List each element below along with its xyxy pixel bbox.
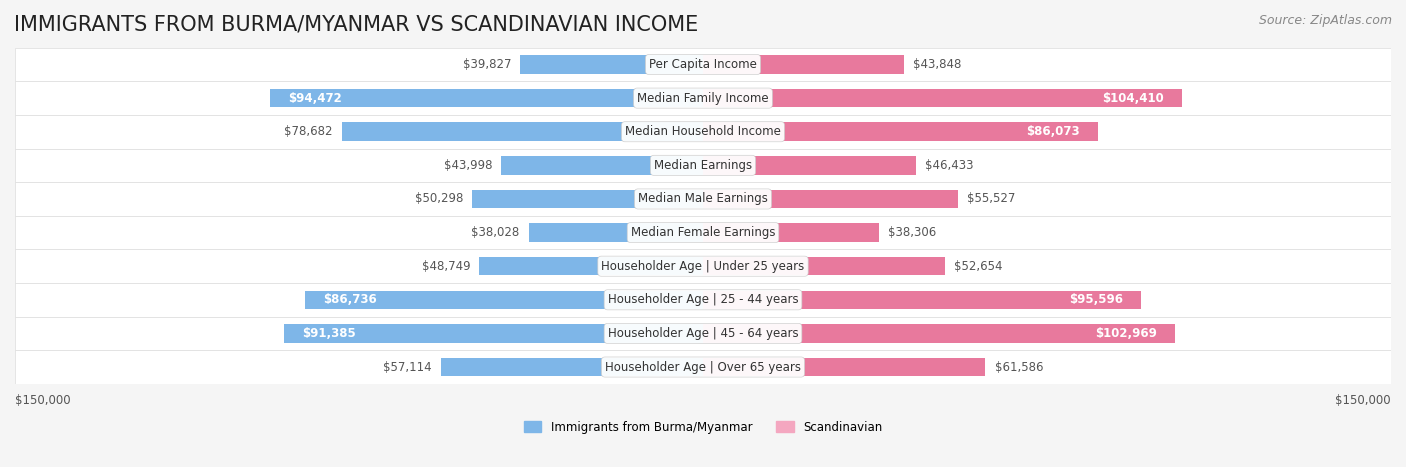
FancyBboxPatch shape — [15, 283, 1391, 317]
Text: $94,472: $94,472 — [288, 92, 342, 105]
Text: Median Male Earnings: Median Male Earnings — [638, 192, 768, 205]
Bar — [703, 223, 879, 242]
Bar — [441, 358, 703, 376]
Text: $95,596: $95,596 — [1069, 293, 1123, 306]
Bar — [529, 223, 703, 242]
Text: $52,654: $52,654 — [953, 260, 1002, 273]
Text: $150,000: $150,000 — [15, 394, 70, 407]
Legend: Immigrants from Burma/Myanmar, Scandinavian: Immigrants from Burma/Myanmar, Scandinav… — [519, 416, 887, 439]
Text: $86,736: $86,736 — [323, 293, 377, 306]
Bar — [703, 89, 1182, 107]
Bar — [284, 324, 703, 343]
Text: $86,073: $86,073 — [1026, 125, 1080, 138]
FancyBboxPatch shape — [15, 115, 1391, 149]
FancyBboxPatch shape — [15, 249, 1391, 283]
Text: Median Household Income: Median Household Income — [626, 125, 780, 138]
Text: $39,827: $39,827 — [463, 58, 512, 71]
Text: Householder Age | Over 65 years: Householder Age | Over 65 years — [605, 361, 801, 374]
Text: $57,114: $57,114 — [384, 361, 432, 374]
Bar — [342, 122, 703, 141]
Bar — [501, 156, 703, 175]
Text: $61,586: $61,586 — [994, 361, 1043, 374]
Text: $43,998: $43,998 — [443, 159, 492, 172]
Bar — [703, 122, 1098, 141]
FancyBboxPatch shape — [15, 216, 1391, 249]
Text: Householder Age | 45 - 64 years: Householder Age | 45 - 64 years — [607, 327, 799, 340]
Text: Median Family Income: Median Family Income — [637, 92, 769, 105]
Text: $38,306: $38,306 — [887, 226, 936, 239]
Text: $46,433: $46,433 — [925, 159, 973, 172]
Text: Median Female Earnings: Median Female Earnings — [631, 226, 775, 239]
Bar — [703, 190, 957, 208]
Bar — [479, 257, 703, 276]
FancyBboxPatch shape — [15, 149, 1391, 182]
Text: $91,385: $91,385 — [302, 327, 356, 340]
Bar — [703, 257, 945, 276]
FancyBboxPatch shape — [15, 182, 1391, 216]
Bar — [270, 89, 703, 107]
Text: $38,028: $38,028 — [471, 226, 519, 239]
Bar — [703, 156, 915, 175]
Text: IMMIGRANTS FROM BURMA/MYANMAR VS SCANDINAVIAN INCOME: IMMIGRANTS FROM BURMA/MYANMAR VS SCANDIN… — [14, 14, 699, 34]
Text: $48,749: $48,749 — [422, 260, 470, 273]
Text: Householder Age | 25 - 44 years: Householder Age | 25 - 44 years — [607, 293, 799, 306]
Text: $78,682: $78,682 — [284, 125, 333, 138]
FancyBboxPatch shape — [15, 350, 1391, 384]
Bar — [305, 290, 703, 309]
Bar — [703, 358, 986, 376]
Text: $102,969: $102,969 — [1095, 327, 1157, 340]
Text: $150,000: $150,000 — [1336, 394, 1391, 407]
FancyBboxPatch shape — [15, 48, 1391, 81]
Bar — [472, 190, 703, 208]
Text: $55,527: $55,527 — [967, 192, 1015, 205]
FancyBboxPatch shape — [15, 317, 1391, 350]
Text: Source: ZipAtlas.com: Source: ZipAtlas.com — [1258, 14, 1392, 27]
Bar — [703, 55, 904, 74]
Text: $43,848: $43,848 — [914, 58, 962, 71]
Bar — [520, 55, 703, 74]
Text: Median Earnings: Median Earnings — [654, 159, 752, 172]
Text: $50,298: $50,298 — [415, 192, 463, 205]
Bar — [703, 324, 1175, 343]
Text: $104,410: $104,410 — [1102, 92, 1164, 105]
Text: Householder Age | Under 25 years: Householder Age | Under 25 years — [602, 260, 804, 273]
Bar — [703, 290, 1142, 309]
FancyBboxPatch shape — [15, 81, 1391, 115]
Text: Per Capita Income: Per Capita Income — [650, 58, 756, 71]
